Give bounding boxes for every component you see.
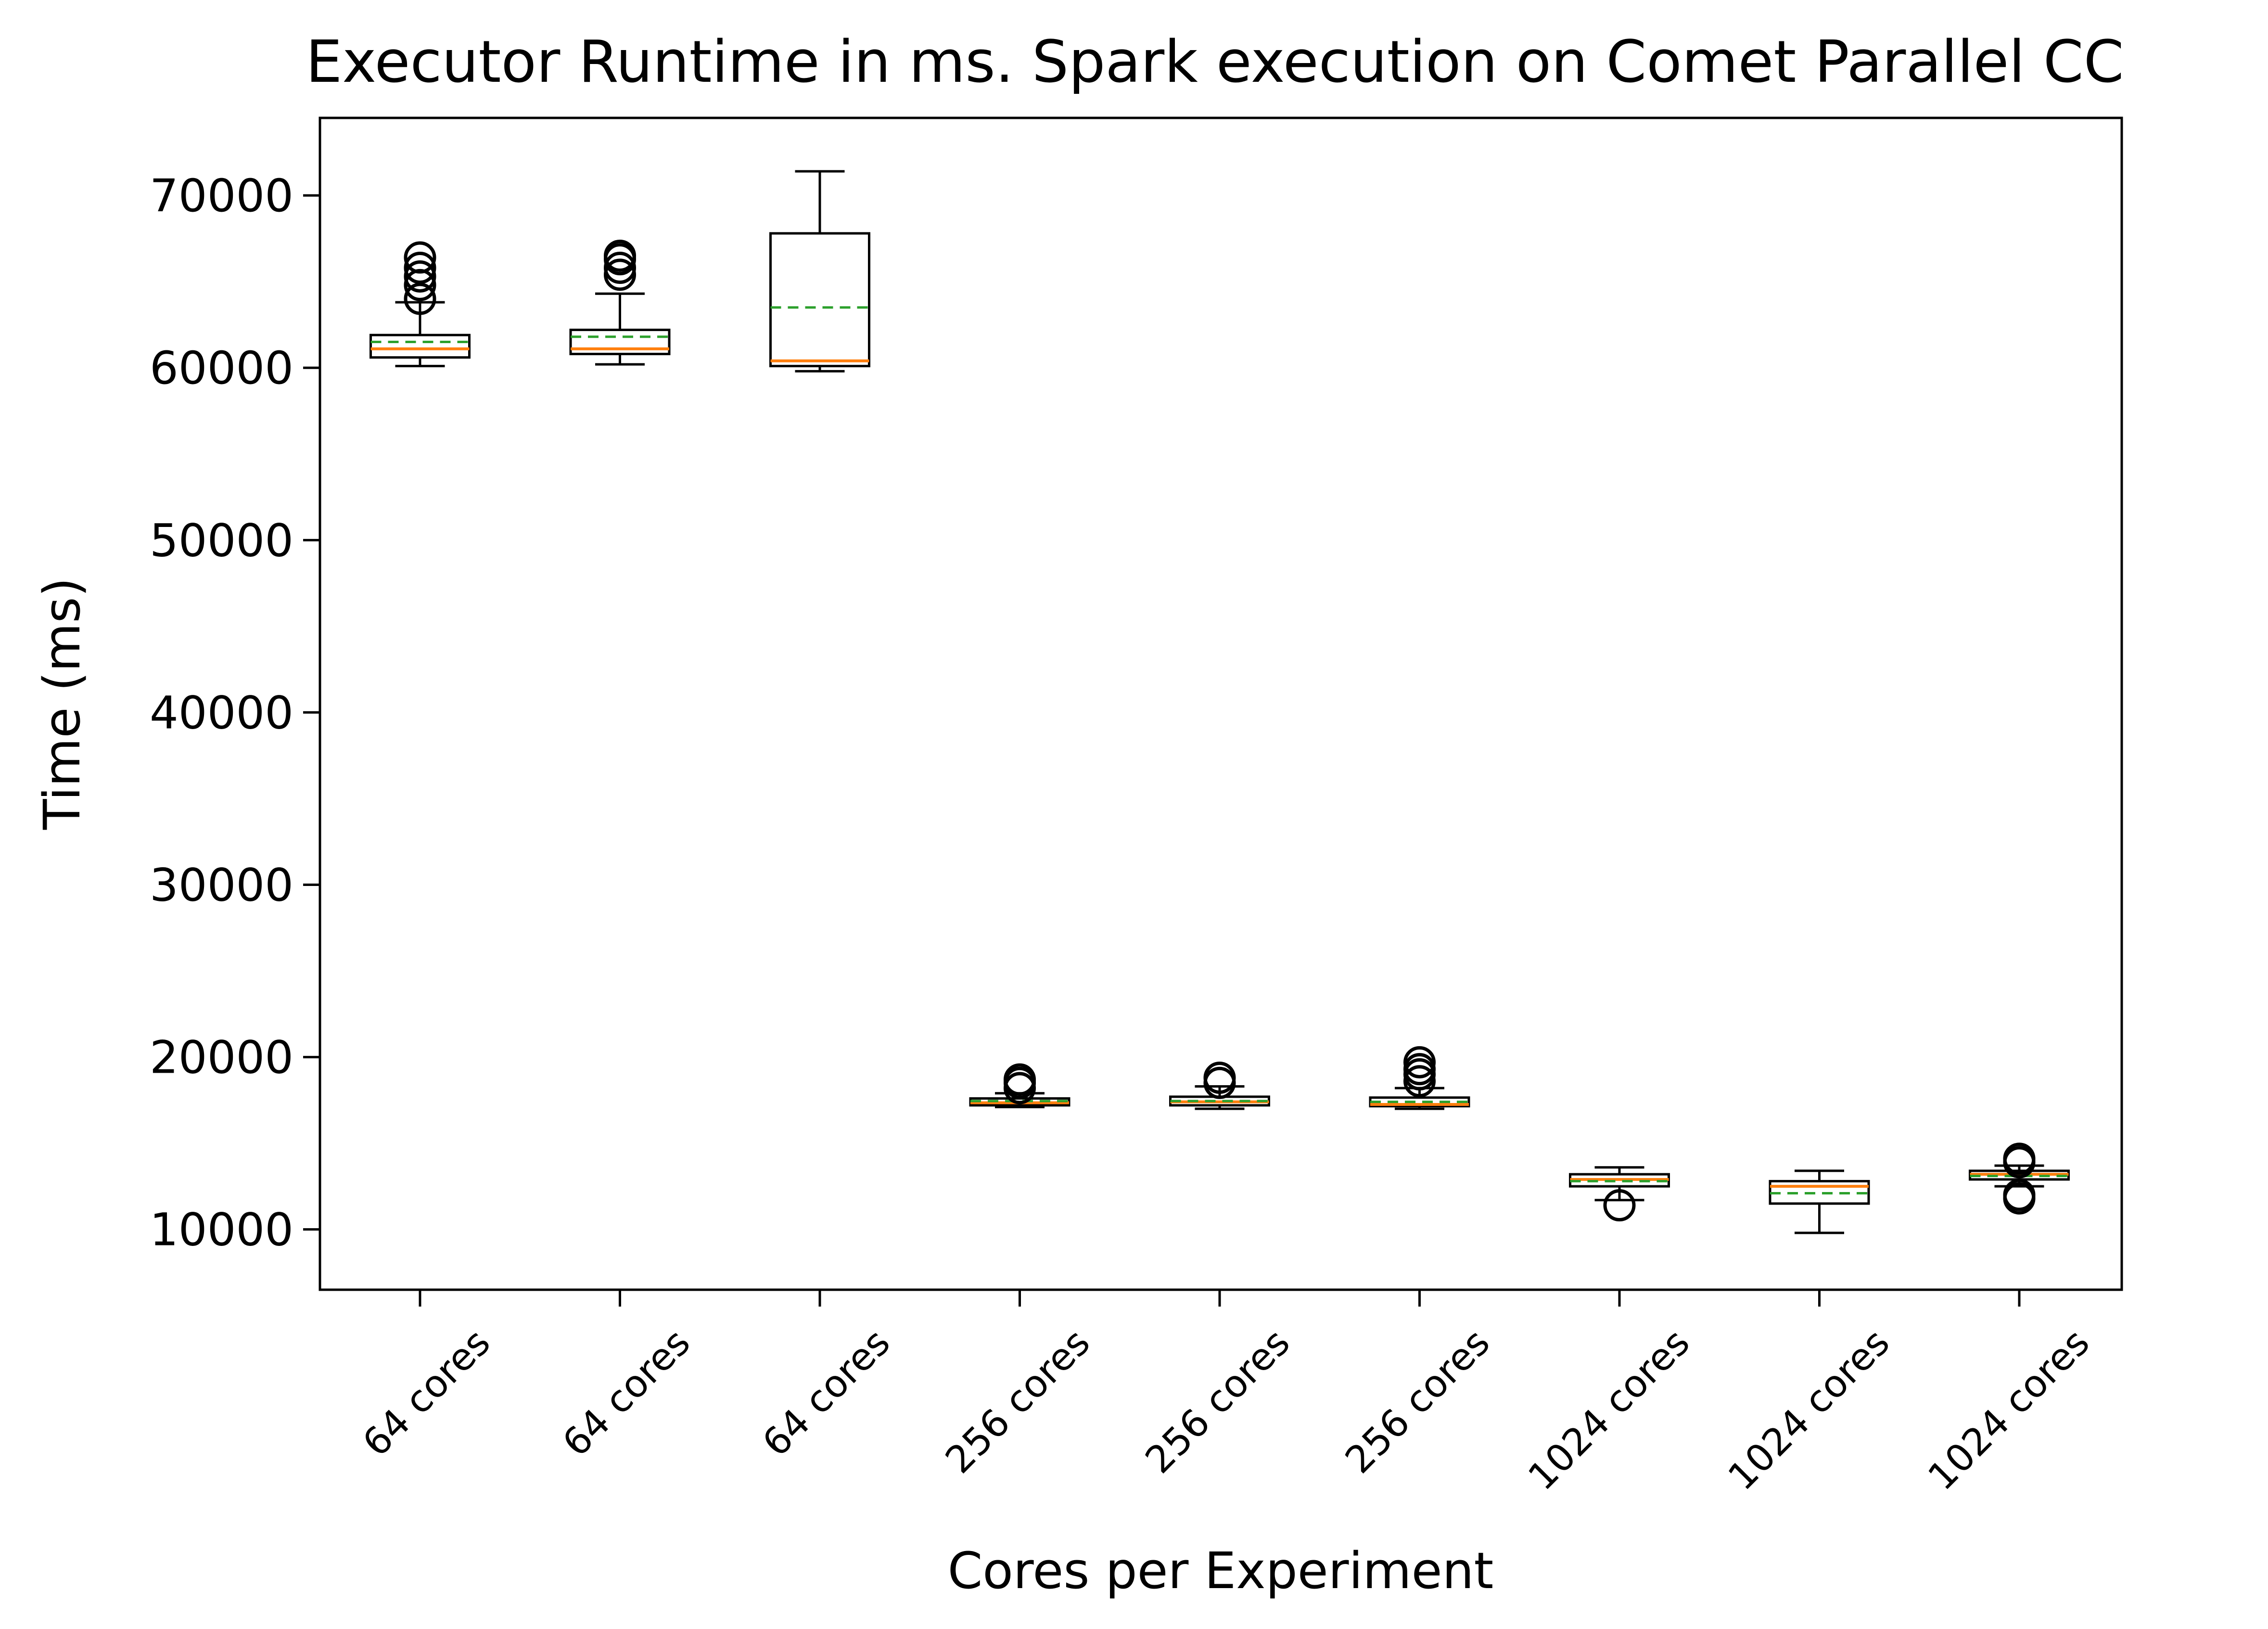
outlier-point xyxy=(1403,1046,1436,1078)
box-group xyxy=(1969,1142,2070,1215)
x-tick-label: 256 cores xyxy=(1337,1321,1498,1482)
outlier-point xyxy=(404,282,436,315)
x-tick-label: 256 cores xyxy=(937,1321,1098,1482)
box xyxy=(370,333,471,359)
x-tick-label: 64 cores xyxy=(355,1321,499,1465)
box xyxy=(569,328,671,356)
y-tick-label: 50000 xyxy=(150,514,293,567)
box-group xyxy=(370,241,471,368)
x-tick-label: 1024 cores xyxy=(1920,1321,2098,1499)
outlier-point xyxy=(404,260,436,293)
box xyxy=(769,232,870,368)
outlier-point xyxy=(604,252,636,284)
box-group xyxy=(1169,1062,1270,1110)
chart-title: Executor Runtime in ms. Spark execution … xyxy=(306,29,2124,96)
outlier-point xyxy=(2003,1179,2036,1211)
box-group xyxy=(769,170,870,372)
plot-area xyxy=(370,170,2070,1234)
outlier-point xyxy=(404,241,436,274)
outlier-point xyxy=(1004,1063,1036,1096)
x-tick-label: 1024 cores xyxy=(1520,1321,1698,1499)
box xyxy=(1769,1180,1870,1205)
box-group xyxy=(1569,1166,1670,1222)
x-tick-label: 1024 cores xyxy=(1720,1321,1898,1499)
y-tick-label: 40000 xyxy=(150,687,293,739)
y-axis-label: Time (ms) xyxy=(33,577,91,830)
outlier-point xyxy=(2003,1142,2036,1175)
y-tick-label: 30000 xyxy=(150,859,293,911)
x-tick-label: 64 cores xyxy=(554,1321,699,1465)
outlier-point xyxy=(604,239,636,272)
y-tick-label: 60000 xyxy=(150,342,293,395)
y-tick-label: 70000 xyxy=(150,170,293,222)
box-group xyxy=(969,1063,1070,1108)
plot-frame xyxy=(319,116,2123,1291)
outlier-point xyxy=(1603,1189,1636,1222)
box-group xyxy=(1769,1169,1870,1234)
x-axis-label: Cores per Experiment xyxy=(948,1541,1494,1600)
x-tick-label: 256 cores xyxy=(1137,1321,1299,1482)
y-tick-label: 10000 xyxy=(150,1204,293,1257)
box-group xyxy=(1369,1046,1470,1110)
box-group xyxy=(569,239,671,366)
x-tick-label: 64 cores xyxy=(754,1321,899,1465)
y-tick-label: 20000 xyxy=(150,1032,293,1084)
outlier-point xyxy=(1203,1062,1236,1094)
outlier-point xyxy=(404,252,436,284)
